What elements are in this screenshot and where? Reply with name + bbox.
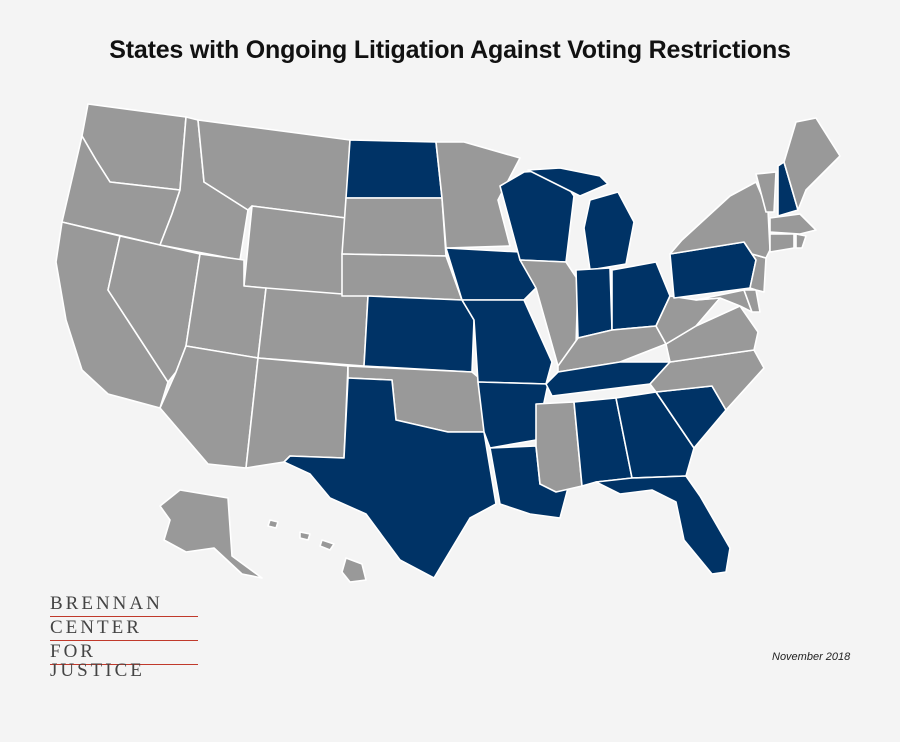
- state-me[interactable]: [783, 117, 841, 211]
- state-ia[interactable]: [445, 247, 537, 301]
- state-tx[interactable]: [283, 377, 497, 579]
- state-nd[interactable]: [345, 139, 443, 199]
- map-title: States with Ongoing Litigation Against V…: [109, 36, 791, 64]
- state-in[interactable]: [575, 267, 613, 339]
- state-md[interactable]: [695, 289, 753, 313]
- logo-line-3: FOR JUSTICE: [50, 641, 145, 681]
- state-mi[interactable]: [527, 167, 635, 271]
- state-ga[interactable]: [615, 391, 695, 479]
- state-ar[interactable]: [477, 381, 549, 449]
- logo-divider: [50, 616, 198, 617]
- state-ma[interactable]: [769, 213, 817, 235]
- state-vt[interactable]: [755, 171, 777, 213]
- state-wy[interactable]: [243, 205, 347, 297]
- state-mn[interactable]: [435, 141, 521, 249]
- state-fl[interactable]: [595, 475, 731, 575]
- state-ak[interactable]: [159, 489, 263, 579]
- brennan-center-logo: BRENNAN CENTER FOR JUSTICE: [50, 593, 198, 681]
- state-de[interactable]: [743, 289, 761, 313]
- state-ct[interactable]: [769, 233, 795, 253]
- state-sd[interactable]: [341, 197, 447, 257]
- state-co[interactable]: [257, 287, 369, 367]
- state-ny[interactable]: [669, 181, 771, 259]
- state-mo[interactable]: [461, 299, 553, 385]
- state-hi[interactable]: [267, 519, 367, 583]
- logo-line-1: BRENNAN: [50, 593, 163, 614]
- date-label: November 2018: [772, 651, 851, 663]
- state-nm[interactable]: [245, 357, 349, 469]
- state-ks[interactable]: [363, 295, 475, 373]
- logo-divider: [50, 640, 198, 641]
- state-ne[interactable]: [341, 253, 463, 301]
- state-ri[interactable]: [795, 233, 807, 249]
- logo-line-2: CENTER: [50, 617, 142, 638]
- logo-divider: [50, 664, 198, 665]
